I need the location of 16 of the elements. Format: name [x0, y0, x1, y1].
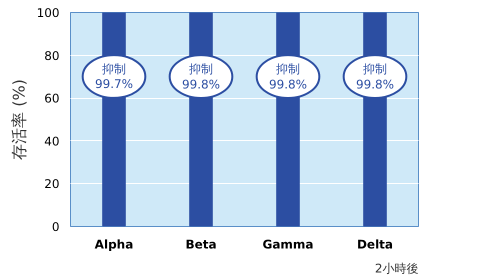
y-tick-label: 40: [44, 134, 60, 148]
y-tick-label: 0: [52, 220, 60, 234]
y-axis-title: 存活率 (%): [10, 79, 29, 160]
data-label: 抑制 99.8%: [182, 62, 220, 92]
data-label: 抑制 99.8%: [356, 62, 394, 92]
x-tick-label: Gamma: [262, 238, 314, 252]
x-tick-label: Delta: [356, 238, 394, 252]
y-tick-label: 80: [44, 48, 60, 63]
data-label: 抑制 99.7%: [94, 62, 134, 92]
x-tick-label: Alpha: [94, 238, 134, 252]
y-tick-label: 60: [44, 92, 60, 106]
data-label: 抑制 99.8%: [268, 62, 308, 92]
y-tick-label: 20: [44, 177, 60, 192]
y-tick-label: 100: [36, 6, 60, 20]
x-tick-label: Beta: [185, 238, 217, 252]
text: 2小時後: [374, 262, 419, 276]
